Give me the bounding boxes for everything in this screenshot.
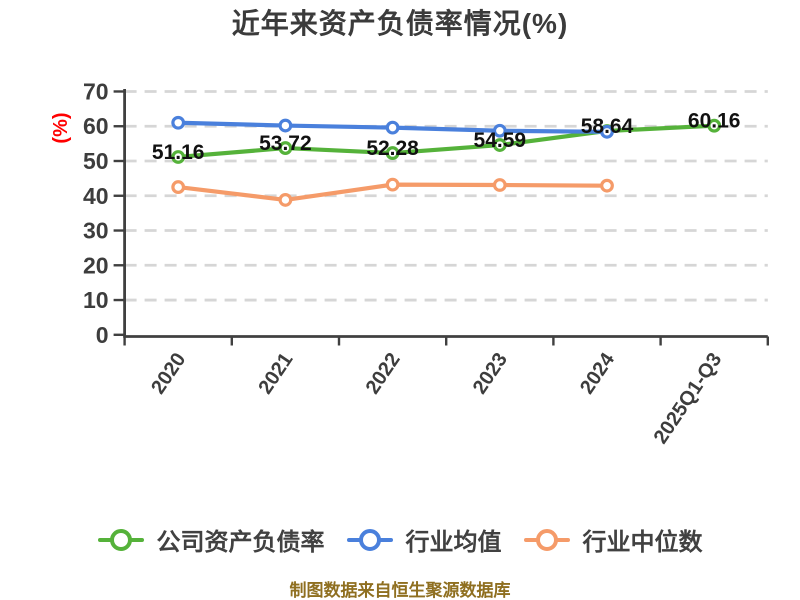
data-point (492, 123, 507, 138)
data-point (707, 118, 722, 133)
y-tick-label: 40 (83, 183, 109, 209)
series-line-0 (176, 123, 717, 160)
data-point (278, 141, 293, 155)
y-tick-label: 70 (83, 78, 109, 104)
y-tick-label: 60 (83, 113, 109, 139)
legend: 公司资产负债率 行业均值 行业中位数 (0, 522, 800, 557)
data-point (492, 178, 507, 192)
data-point (385, 146, 400, 160)
data-point-label: 52.28 (366, 137, 419, 160)
data-point (171, 115, 186, 130)
data-point (278, 118, 293, 133)
y-tick-label: 10 (83, 287, 109, 313)
x-tick-label: 2025Q1-Q3 (650, 349, 727, 448)
data-point-label: 54.59 (474, 129, 527, 152)
data-point-label: 51.16 (152, 141, 205, 164)
legend-label-industry-median: 行业中位数 (582, 529, 703, 556)
x-tick-label: 2021 (254, 349, 297, 398)
x-tick-label: 2023 (469, 349, 512, 398)
legend-label-company-ratio: 公司资产负债率 (156, 529, 325, 556)
data-point (171, 180, 186, 194)
x-tick-label: 2022 (362, 349, 405, 398)
x-tick-label: 2020 (147, 349, 190, 398)
data-point (171, 150, 186, 164)
data-source-note: 制图数据来自恒生聚源数据库 (289, 581, 511, 600)
legend-item-industry-mean: 行业均值 (346, 522, 502, 557)
legend-item-industry-median: 行业中位数 (523, 522, 703, 557)
data-point-label: 60.16 (688, 110, 741, 133)
data-point-label: 58.64 (581, 115, 634, 138)
data-point-label: 53.72 (259, 132, 312, 155)
x-tick-label: 2024 (576, 348, 620, 398)
data-point (278, 193, 293, 207)
data-point (492, 138, 507, 152)
data-point (385, 120, 400, 135)
legend-label-industry-mean: 行业均值 (405, 529, 502, 556)
data-point (385, 177, 400, 192)
y-tick-label: 0 (96, 322, 109, 348)
data-point (600, 178, 614, 193)
industry-median-legend-marker-icon (523, 528, 570, 552)
legend-item-company-ratio: 公司资产负债率 (97, 522, 325, 557)
company-ratio-legend-marker-icon (97, 528, 144, 552)
plot-area: 0 10 20 30 40 50 60 70 2020 2021 2022 2023 2024 2025Q… (83, 78, 769, 448)
y-tick-label: 20 (83, 252, 109, 278)
y-tick-label: 50 (83, 148, 109, 174)
chart-title: 近年来资产负债率情况(%) (231, 8, 569, 39)
y-tick-label: 30 (83, 218, 109, 244)
data-point (600, 124, 614, 139)
industry-mean-legend-marker-icon (346, 528, 393, 552)
